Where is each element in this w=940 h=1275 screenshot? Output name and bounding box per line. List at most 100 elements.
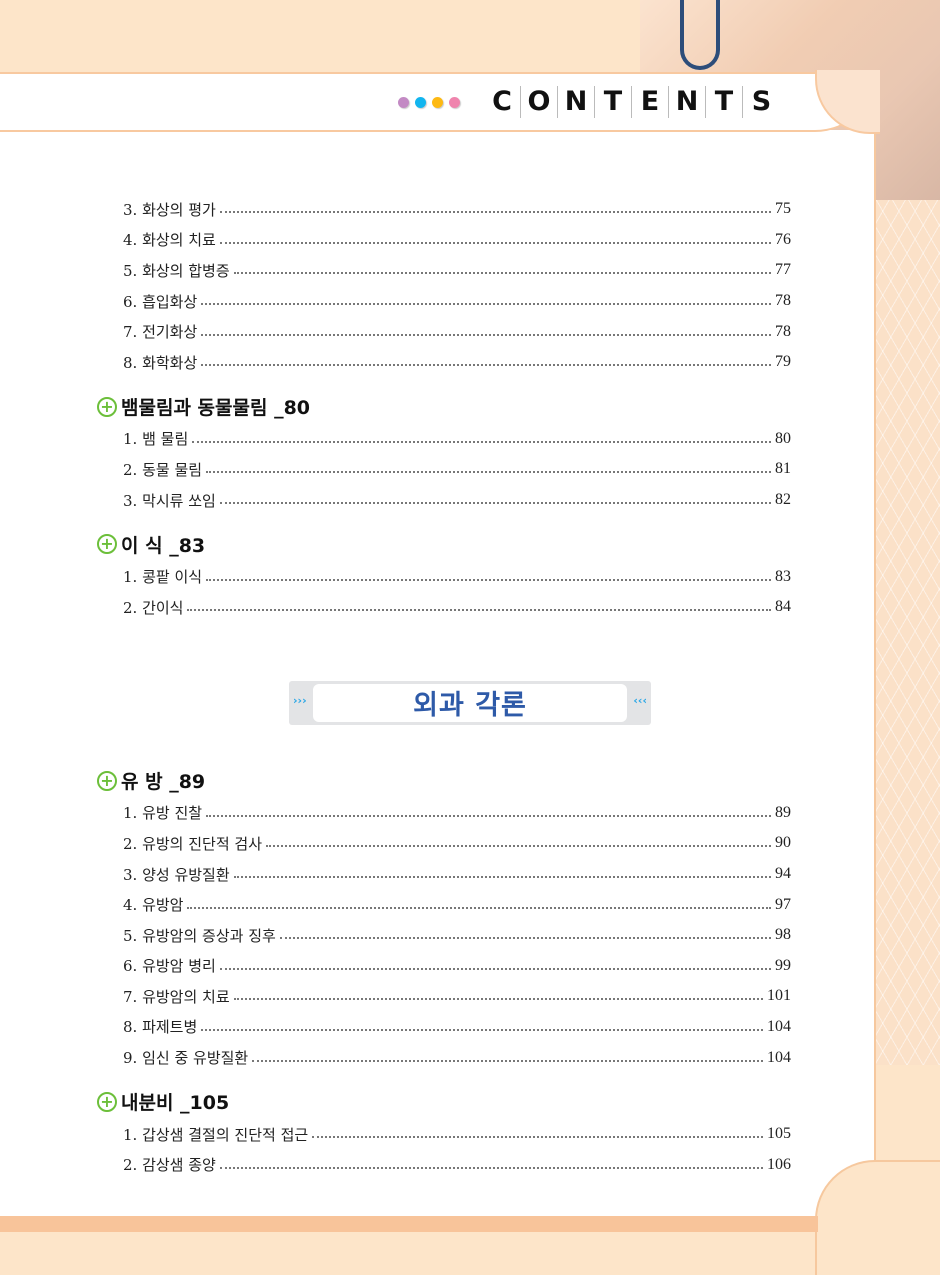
dot-leader	[206, 814, 771, 817]
table-of-contents: 3. 화상의 평가 75 4. 화상의 치료 76 5. 화상의 합병증 77 6. 흡입화…	[97, 194, 791, 1180]
left-arrows-icon: ‹‹‹	[633, 693, 647, 707]
section-heading-label: 유 방 _89	[121, 771, 206, 794]
dot-leader	[279, 937, 771, 940]
toc-entry[interactable]: 8. 파제트병 104	[97, 1012, 791, 1043]
entry-page: 84	[775, 598, 791, 616]
dot-leader	[219, 1166, 763, 1169]
entry-page: 97	[775, 895, 791, 913]
entry-title: 7. 유방암의 치료	[123, 987, 230, 1006]
toc-entry[interactable]: 3. 화상의 평가 75	[97, 194, 791, 225]
dot-leader	[201, 1028, 763, 1031]
toc-entry[interactable]: 4. 유방암 97	[97, 889, 791, 920]
entry-title: 3. 막시류 쏘임	[123, 491, 216, 510]
dot-leader	[201, 333, 771, 336]
dot-icon	[415, 97, 426, 108]
plus-circle-icon: +	[97, 396, 117, 417]
toc-entry[interactable]: 2. 감상샘 종양 106	[97, 1149, 791, 1180]
entry-title: 1. 유방 진찰	[123, 804, 203, 823]
bottom-bar	[0, 1216, 818, 1232]
part-title: 외과 각론	[313, 683, 627, 722]
toc-entry[interactable]: 1. 콩팥 이식 83	[97, 561, 791, 592]
dot-leader	[266, 845, 771, 848]
entry-page: 75	[775, 200, 791, 218]
dot-leader	[187, 609, 771, 612]
section-heading[interactable]: + 이 식 _83	[97, 528, 791, 560]
toc-entry[interactable]: 1. 유방 진찰 89	[97, 798, 791, 829]
header-dots	[398, 97, 468, 108]
dot-leader	[219, 241, 771, 244]
dot-leader	[206, 578, 771, 581]
toc-entry[interactable]: 3. 막시류 쏘임 82	[97, 485, 791, 516]
plus-circle-icon: +	[97, 770, 117, 791]
dot-icon	[432, 97, 443, 108]
title-letter: C	[484, 86, 521, 118]
toc-entry[interactable]: 2. 유방의 진단적 검사 90	[97, 828, 791, 859]
entry-title: 4. 화상의 치료	[123, 231, 216, 250]
entry-page: 80	[775, 429, 791, 447]
toc-entry[interactable]: 9. 임신 중 유방질환 104	[97, 1042, 791, 1073]
title-letter: O	[521, 86, 558, 118]
plus-circle-icon: +	[97, 534, 117, 555]
dot-leader	[219, 967, 771, 970]
dot-leader	[312, 1136, 763, 1139]
dot-leader	[219, 502, 771, 505]
entry-page: 94	[775, 865, 791, 883]
title-letter: T	[706, 86, 743, 118]
entry-title: 1. 갑상샘 결절의 진단적 접근	[123, 1125, 309, 1144]
part-banner: ››› 외과 각론 ‹‹‹	[289, 680, 651, 725]
toc-entry[interactable]: 1. 갑상샘 결절의 진단적 접근 105	[97, 1119, 791, 1150]
title-letter: N	[558, 86, 595, 118]
dot-leader	[206, 471, 771, 474]
title-letter: E	[632, 86, 669, 118]
right-arrows-icon: ›››	[293, 693, 307, 707]
entry-page: 106	[767, 1155, 791, 1173]
page-body	[0, 130, 876, 1218]
entry-title: 2. 간이식	[123, 598, 184, 617]
toc-entry[interactable]: 7. 유방암의 치료 101	[97, 981, 791, 1012]
section-heading[interactable]: + 뱀물림과 동물물림 _80	[97, 391, 791, 423]
section-heading-label: 이 식 _83	[121, 534, 206, 557]
toc-entry[interactable]: 6. 흡입화상 78	[97, 286, 791, 317]
entry-page: 78	[775, 322, 791, 340]
dot-icon	[449, 97, 460, 108]
section-heading[interactable]: + 유 방 _89	[97, 765, 791, 797]
entry-title: 5. 유방암의 증상과 징후	[123, 926, 276, 945]
section-heading-label: 뱀물림과 동물물림 _80	[121, 397, 311, 420]
dot-leader	[233, 876, 771, 879]
entry-title: 2. 동물 물림	[123, 460, 203, 479]
entry-title: 3. 화상의 평가	[123, 200, 216, 219]
entry-page: 90	[775, 834, 791, 852]
entry-page: 78	[775, 292, 791, 310]
entry-page: 89	[775, 803, 791, 821]
entry-title: 6. 흡입화상	[123, 292, 198, 311]
toc-entry[interactable]: 4. 화상의 치료 76	[97, 225, 791, 256]
dot-icon	[398, 97, 409, 108]
entry-page: 101	[767, 987, 791, 1005]
entry-page: 83	[775, 567, 791, 585]
toc-entry[interactable]: 5. 화상의 합병증 77	[97, 255, 791, 286]
dot-leader	[192, 440, 771, 443]
entry-page: 77	[775, 261, 791, 279]
dot-leader	[187, 906, 771, 909]
entry-page: 82	[775, 491, 791, 509]
toc-entry[interactable]: 3. 양성 유방질환 94	[97, 859, 791, 890]
toc-entry[interactable]: 1. 뱀 물림 80	[97, 424, 791, 455]
section-heading[interactable]: + 내분비 _105	[97, 1086, 791, 1118]
dot-leader	[252, 1059, 763, 1062]
entry-title: 5. 화상의 합병증	[123, 261, 230, 280]
entry-page: 76	[775, 230, 791, 248]
toc-entry[interactable]: 7. 전기화상 78	[97, 316, 791, 347]
toc-entry[interactable]: 2. 간이식 84	[97, 592, 791, 623]
toc-entry[interactable]: 5. 유방암의 증상과 징후 98	[97, 920, 791, 951]
entry-title: 7. 전기화상	[123, 323, 198, 342]
dot-leader	[201, 364, 771, 367]
toc-entry[interactable]: 6. 유방암 병리 99	[97, 951, 791, 982]
toc-entry[interactable]: 2. 동물 물림 81	[97, 454, 791, 485]
entry-page: 105	[767, 1125, 791, 1143]
stethoscope-image	[680, 0, 720, 70]
entry-title: 1. 콩팥 이식	[123, 568, 203, 587]
entry-title: 8. 화학화상	[123, 353, 198, 372]
dot-leader	[233, 998, 763, 1001]
toc-entry[interactable]: 8. 화학화상 79	[97, 347, 791, 378]
